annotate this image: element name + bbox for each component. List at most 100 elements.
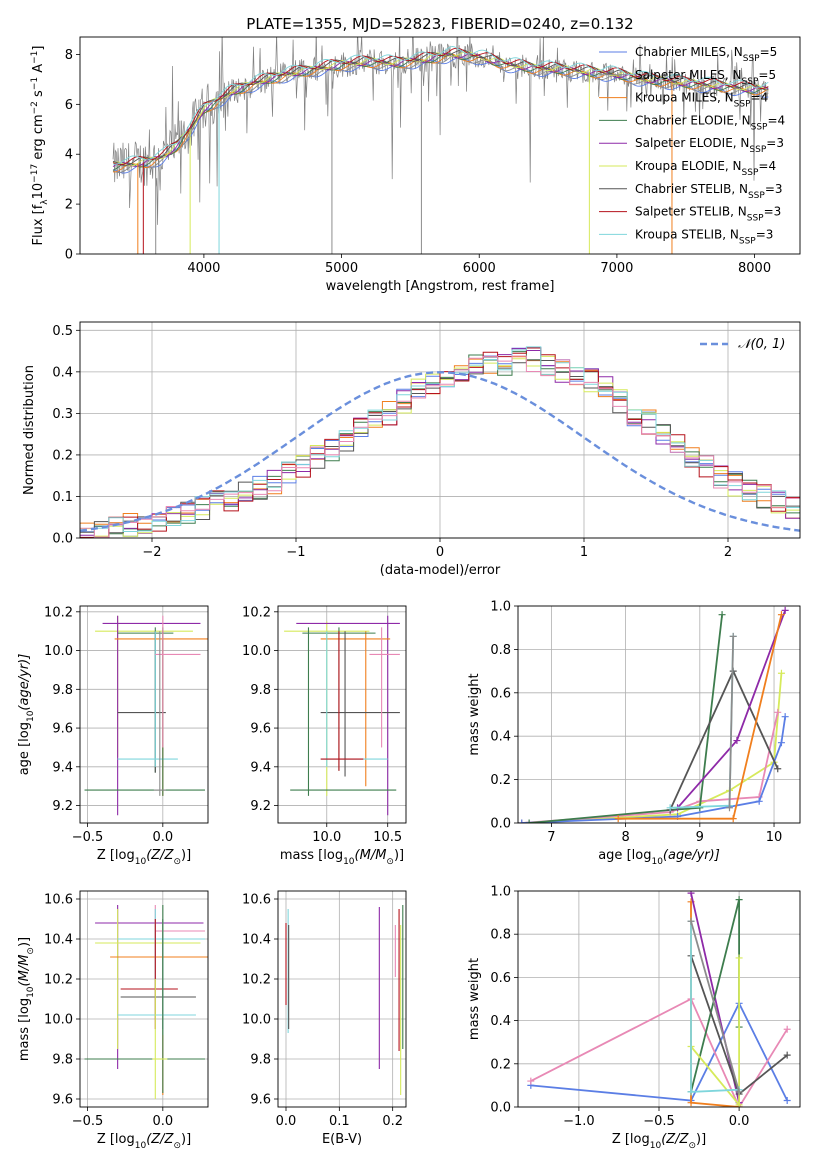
mass-weight-marker	[735, 1088, 743, 1096]
mass-weight-marker	[783, 1025, 791, 1033]
mass-weight-line	[521, 712, 779, 823]
y-tick-label: 10.2	[44, 973, 73, 988]
mass-weight-marker	[735, 1101, 743, 1107]
errorbar-point	[117, 909, 205, 1019]
legend-label: Kroupa ELODIE, NSSP=4	[635, 159, 776, 178]
errorbar-point	[117, 627, 174, 773]
y-tick-label: 0.0	[490, 817, 511, 832]
y-tick-label: 10.0	[44, 1013, 73, 1028]
x-axis-label: mass [log10(M/M⊙)]	[280, 848, 404, 867]
axes: −1.0 −0.5 0.0 0.0 0.2 0.4 0.6 0.8 1.0 Z [log10(Z/…	[467, 885, 801, 1151]
errorbar-point	[320, 631, 391, 787]
errorbar-point	[153, 631, 166, 796]
errorbar-point	[155, 615, 201, 748]
panel-massweight-vs-age: 7 8 9 10 0.0 0.2 0.4 0.6 0.8 1.0 age [log10(age/yr…	[467, 600, 801, 867]
y-tick-label: 0.6	[490, 686, 511, 701]
x-tick-label: 2	[724, 545, 732, 560]
y-axis-label: Flux [fλ10−17 erg cm−2 s−1 A−1]	[30, 46, 50, 246]
plot-area	[84, 615, 208, 816]
y-tick-label: 9.6	[52, 722, 73, 737]
legend-label: Salpeter STELIB, NSSP=3	[635, 205, 781, 224]
y-axis-label: mass [log10(M/M⊙)]	[17, 937, 36, 1061]
y-axis-label: mass weight	[467, 673, 482, 755]
panel-age-vs-Z: −0.5 0.0 9.2 9.4 9.6 9.8 10.0 10.2 Z [log10(Z/Z⊙…	[17, 605, 209, 867]
mass-weight-marker	[687, 1099, 695, 1107]
x-axis-label: age [log10(age/yr)]	[598, 848, 720, 867]
mass-weight-marker	[687, 1088, 695, 1096]
axes: 7 8 9 10 0.0 0.2 0.4 0.6 0.8 1.0 age [log10(age/yr…	[467, 600, 801, 867]
mass-weight-marker	[735, 896, 743, 904]
y-axis-label: age [log10(age/yr)]	[17, 654, 36, 776]
spectrum-model-line	[112, 46, 769, 165]
mass-weight-marker	[696, 804, 704, 812]
y-tick-label: 8	[65, 48, 73, 63]
gaussian-curve	[80, 371, 800, 532]
mass-weight-marker	[525, 819, 533, 823]
x-tick-label: 4000	[187, 261, 220, 276]
axes: −2 −1 0 1 2 0.0 0.1 0.2 0.3 0.4 0.5 (data-model)/er…	[22, 321, 801, 578]
spectrum-model-line	[112, 49, 769, 166]
y-tick-label: 9.4	[52, 760, 73, 775]
y-tick-label: 0.8	[490, 643, 511, 658]
errorbar-point	[117, 919, 196, 1035]
axes-frame	[79, 321, 801, 539]
y-tick-label: 0.4	[52, 365, 73, 380]
mass-weight-line	[728, 636, 735, 808]
y-tick-label: 4	[65, 148, 73, 163]
y-tick-label: 0.2	[52, 448, 73, 463]
x-tick-label: 7000	[600, 261, 633, 276]
y-tick-label: 0.1	[52, 490, 73, 505]
errorbar-point	[114, 631, 208, 796]
x-tick-label: 0.0	[152, 830, 173, 845]
x-tick-label: 8	[621, 830, 629, 845]
spectrum-model-line	[112, 47, 769, 166]
grid	[278, 891, 406, 1107]
mass-weight-marker	[774, 765, 782, 773]
x-axis-label: wavelength [Angstrom, rest frame]	[326, 279, 555, 294]
legend-label: Chabrier ELODIE, NSSP=4	[635, 113, 785, 132]
legend-label: Kroupa MILES, NSSP=4	[635, 91, 768, 110]
mass-weight-marker	[614, 815, 622, 823]
legend: 𝒩(0, 1)	[700, 337, 785, 352]
legend-label: Salpeter ELODIE, NSSP=3	[635, 136, 784, 155]
axes-frame	[79, 890, 209, 1108]
y-tick-label: 9.8	[250, 683, 271, 698]
axes: 10.0 10.5 9.2 9.4 9.6 9.8 10.0 10.2 mass [log10(…	[242, 605, 407, 867]
panels: 4000 5000 6000 7000 8000 0 2 4 6 8 wavelength [Ang…	[17, 36, 801, 1151]
mass-weight-line	[521, 716, 787, 823]
y-tick-label: 9.8	[52, 683, 73, 698]
mass-weight-marker	[518, 819, 526, 823]
figure-title: PLATE=1355, MJD=52823, FIBERID=0240, z=0…	[246, 15, 633, 33]
mass-weight-marker	[729, 632, 737, 640]
y-tick-label: 0.2	[490, 773, 511, 788]
errorbar-point	[296, 615, 400, 816]
axes: 0.0 0.1 0.2 9.6 9.8 10.0 10.2 10.4 10.6 E(B-V)	[242, 890, 407, 1147]
y-tick-label: 10.2	[242, 605, 271, 620]
x-tick-label: −0.5	[643, 1114, 675, 1129]
x-tick-label: −0.5	[72, 1114, 104, 1129]
axes-frame	[277, 605, 407, 824]
mass-weight-marker	[777, 739, 785, 747]
x-tick-label: 8000	[738, 261, 771, 276]
mass-weight-marker	[755, 797, 763, 805]
errorbar-point	[290, 627, 397, 796]
y-tick-label: 10.0	[242, 644, 271, 659]
y-tick-label: 0.3	[52, 407, 73, 422]
mass-weight-marker	[783, 1097, 791, 1105]
y-tick-label: 0.4	[490, 730, 511, 745]
x-tick-label: 6000	[463, 261, 496, 276]
mass-weight-line	[690, 920, 740, 1093]
x-tick-label: 0.0	[152, 1114, 173, 1129]
x-axis-label: E(B-V)	[322, 1132, 362, 1147]
axes-frame	[277, 890, 407, 1108]
mass-weight-line	[530, 997, 788, 1107]
mass-weight-marker	[726, 804, 733, 812]
y-tick-label: 9.6	[52, 1093, 73, 1108]
errorbar-point	[102, 615, 201, 816]
x-tick-label: 0.2	[382, 1114, 403, 1129]
errorbar-point	[84, 905, 205, 1093]
y-tick-label: 0.6	[490, 971, 511, 986]
y-axis-label: mass weight	[467, 958, 482, 1040]
y-tick-label: 10.0	[44, 644, 73, 659]
mass-weight-marker	[777, 611, 785, 619]
